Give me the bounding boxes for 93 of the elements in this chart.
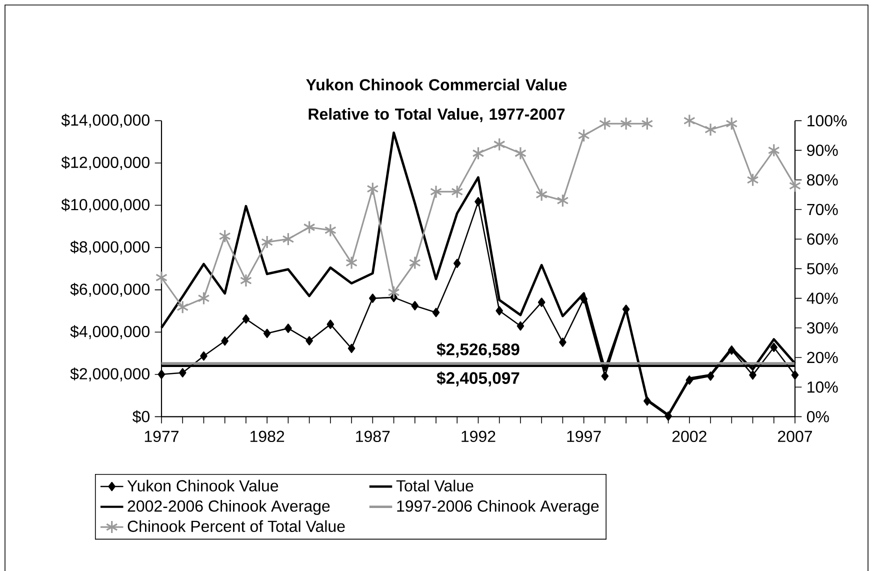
point <box>156 270 168 284</box>
x-tick-label: 2007 <box>778 430 812 442</box>
x-tick-label: 1977 <box>144 430 178 442</box>
legend-label: 2002-2006 Chinook Average <box>128 500 330 515</box>
point <box>282 232 294 246</box>
point <box>496 306 504 316</box>
point <box>726 116 738 130</box>
point <box>388 286 400 300</box>
point <box>728 345 736 355</box>
point <box>284 324 292 333</box>
y2-tick-label: 40% <box>806 292 838 304</box>
point <box>601 371 609 381</box>
point <box>303 220 316 234</box>
point <box>242 314 250 324</box>
point <box>158 370 166 380</box>
point <box>432 308 440 318</box>
point <box>644 396 651 406</box>
y-tick-label: $12,000,000 <box>61 156 150 170</box>
point <box>408 256 421 270</box>
y2-tick-label: 10% <box>808 381 838 393</box>
point <box>240 274 252 288</box>
point <box>200 351 208 361</box>
data-label: $2,405,097 <box>436 371 520 386</box>
legend-label: Total Value <box>396 480 474 492</box>
point <box>411 301 419 310</box>
point <box>514 146 526 160</box>
point <box>556 194 569 208</box>
point <box>198 291 210 306</box>
point <box>346 256 358 270</box>
y2-tick-label: 20% <box>807 352 838 364</box>
point <box>749 370 756 380</box>
data-label: $2,526,589 <box>436 342 520 358</box>
point <box>516 321 524 331</box>
y2-tick-label: 0% <box>806 411 829 422</box>
point <box>221 336 229 346</box>
point <box>176 300 189 314</box>
y2-tick-label: 50% <box>807 263 838 274</box>
point <box>536 188 548 202</box>
y-tick-label: $6,000,000 <box>70 282 150 297</box>
point <box>493 138 506 152</box>
point <box>369 294 376 303</box>
legend-label: 1997-2006 Chinook Average <box>397 500 599 515</box>
point <box>704 122 717 136</box>
x-tick-label: 1992 <box>462 430 496 442</box>
point <box>622 304 630 314</box>
point <box>474 197 482 206</box>
point <box>326 320 334 329</box>
y2-tick-label: 80% <box>807 174 838 186</box>
y-tick-label: $0 <box>132 410 150 424</box>
legend-label: Chinook Percent of Total Value <box>128 520 345 532</box>
point <box>683 114 696 128</box>
point <box>451 184 464 199</box>
point <box>366 182 379 196</box>
point <box>598 116 611 130</box>
legend-label: Yukon Chinook Value <box>127 480 278 492</box>
point <box>788 179 801 193</box>
y2-tick-label: 100% <box>808 115 847 126</box>
y-tick-label: $10,000,000 <box>61 198 150 212</box>
point <box>580 294 588 304</box>
y2-tick-label: 90% <box>807 144 838 156</box>
x-tick-label: 1982 <box>250 430 284 442</box>
point <box>306 336 313 346</box>
point <box>686 375 694 385</box>
y2-tick-label: 70% <box>807 204 838 216</box>
point <box>263 328 271 338</box>
y-tick-label: $4,000,000 <box>70 325 150 340</box>
y-tick-label: $2,000,000 <box>70 367 150 382</box>
point <box>348 344 356 354</box>
point <box>559 338 566 347</box>
y2-tick-label: 30% <box>806 322 838 334</box>
x-tick-label: 2002 <box>672 430 706 442</box>
point <box>430 184 442 199</box>
chart-title: Yukon Chinook Commercial Value Relative to Total Value, 1977-2007 <box>306 78 567 122</box>
point <box>453 258 461 268</box>
point <box>218 229 231 243</box>
y2-tick-label: 60% <box>807 233 838 245</box>
point <box>746 173 759 187</box>
point <box>770 342 778 352</box>
point <box>641 116 654 130</box>
point <box>324 223 336 238</box>
point <box>664 411 672 421</box>
point <box>620 116 632 130</box>
x-tick-label: 1987 <box>356 430 390 442</box>
point <box>768 143 780 158</box>
y-tick-label: $8,000,000 <box>70 240 150 254</box>
point <box>261 235 274 249</box>
point <box>706 371 714 381</box>
point <box>472 146 484 160</box>
point <box>178 368 186 378</box>
y-tick-label: $14,000,000 <box>61 114 150 128</box>
point <box>538 298 546 307</box>
x-tick-label: 1997 <box>567 430 601 442</box>
point <box>578 128 590 142</box>
